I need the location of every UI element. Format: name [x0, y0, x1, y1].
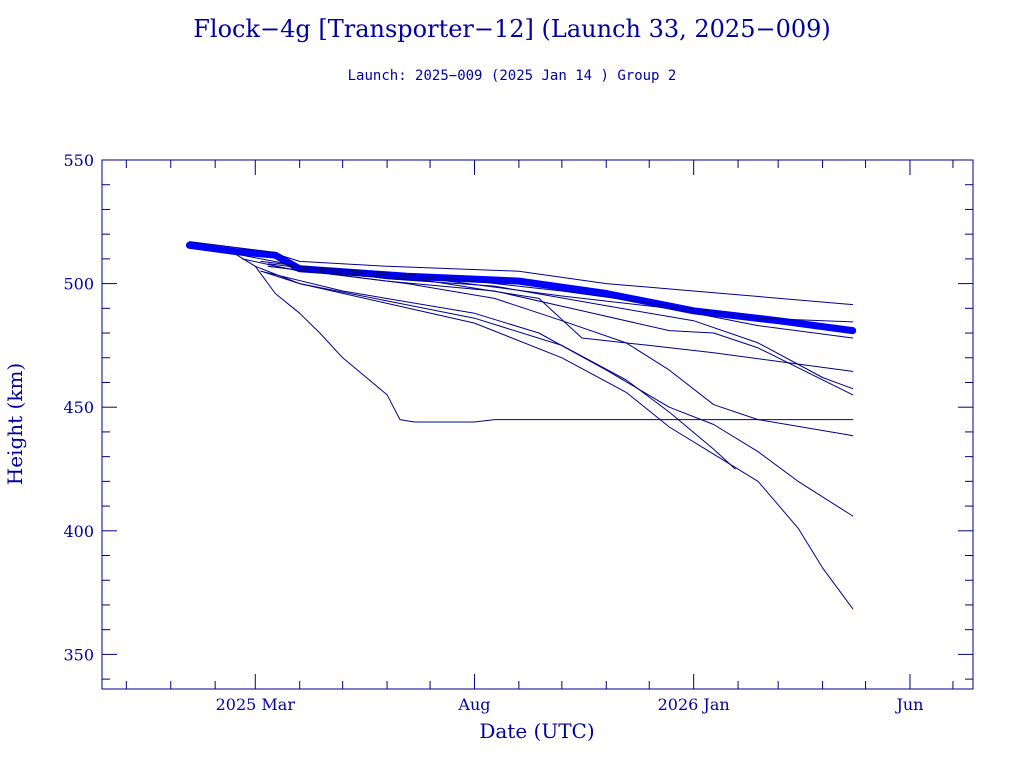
series-line-11 — [234, 253, 854, 423]
series-line-5 — [267, 263, 854, 390]
x-tick-label: Jun — [894, 695, 923, 714]
series-line-4 — [241, 258, 854, 372]
data-series — [185, 241, 857, 610]
x-tick-label: 2026 Jan — [658, 695, 730, 714]
y-axis-label: Height (km) — [3, 363, 27, 485]
x-axis-label: Date (UTC) — [479, 719, 594, 743]
plot-frame — [101, 159, 974, 690]
y-tick-label: 500 — [63, 275, 94, 294]
chart-subtitle: Launch: 2025−009 (2025 Jan 14 ) Group 2 — [348, 68, 677, 84]
series-line-3 — [260, 260, 854, 339]
series-line-10 — [260, 270, 854, 610]
x-tick-label: Aug — [457, 695, 490, 714]
series-band-line — [185, 241, 857, 335]
series-line-7 — [267, 265, 854, 437]
series-line-9 — [254, 265, 736, 470]
y-tick-label: 450 — [63, 398, 94, 417]
axis-ticks — [102, 159, 973, 689]
axis-tick-labels: 350 400 450 500 550 2025 Mar Aug 2026 Jan Jun — [63, 151, 923, 714]
x-tick-label: 2025 Mar — [216, 695, 296, 714]
y-tick-label: 550 — [63, 151, 94, 170]
series-line-6 — [267, 265, 854, 396]
y-tick-label: 350 — [63, 645, 94, 664]
chart-title: Flock−4g [Transporter−12] (Launch 33, 20… — [193, 15, 831, 43]
series-line-8 — [260, 270, 854, 517]
y-tick-label: 400 — [63, 522, 94, 541]
series-line-1 — [188, 241, 854, 306]
